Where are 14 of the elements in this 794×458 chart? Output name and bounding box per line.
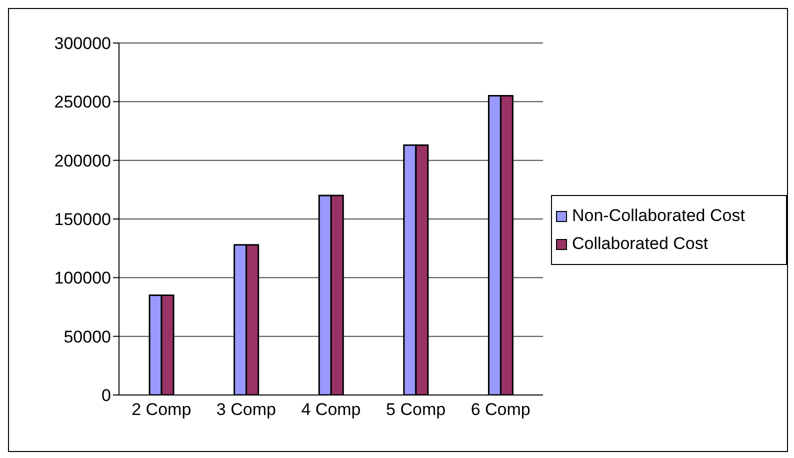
x-tick-label: 6 Comp [470,400,530,420]
y-tick-label: 200000 [54,151,111,170]
y-tick-label: 150000 [54,210,111,230]
y-tick-label: 100000 [54,268,111,288]
y-tick-label: 0 [102,386,111,406]
x-tick-label: 5 Comp [386,400,446,420]
x-tick-label: 2 Comp [132,400,192,420]
x-tick-label: 4 Comp [301,400,361,420]
y-tick-label: 250000 [54,92,111,112]
y-tick-label: 300000 [54,34,111,54]
legend-label: Non-Collaborated Cost [572,206,745,226]
legend-label: Collaborated Cost [572,234,708,254]
x-tick-label: 3 Comp [216,400,276,420]
y-tick-label: 50000 [64,327,111,346]
